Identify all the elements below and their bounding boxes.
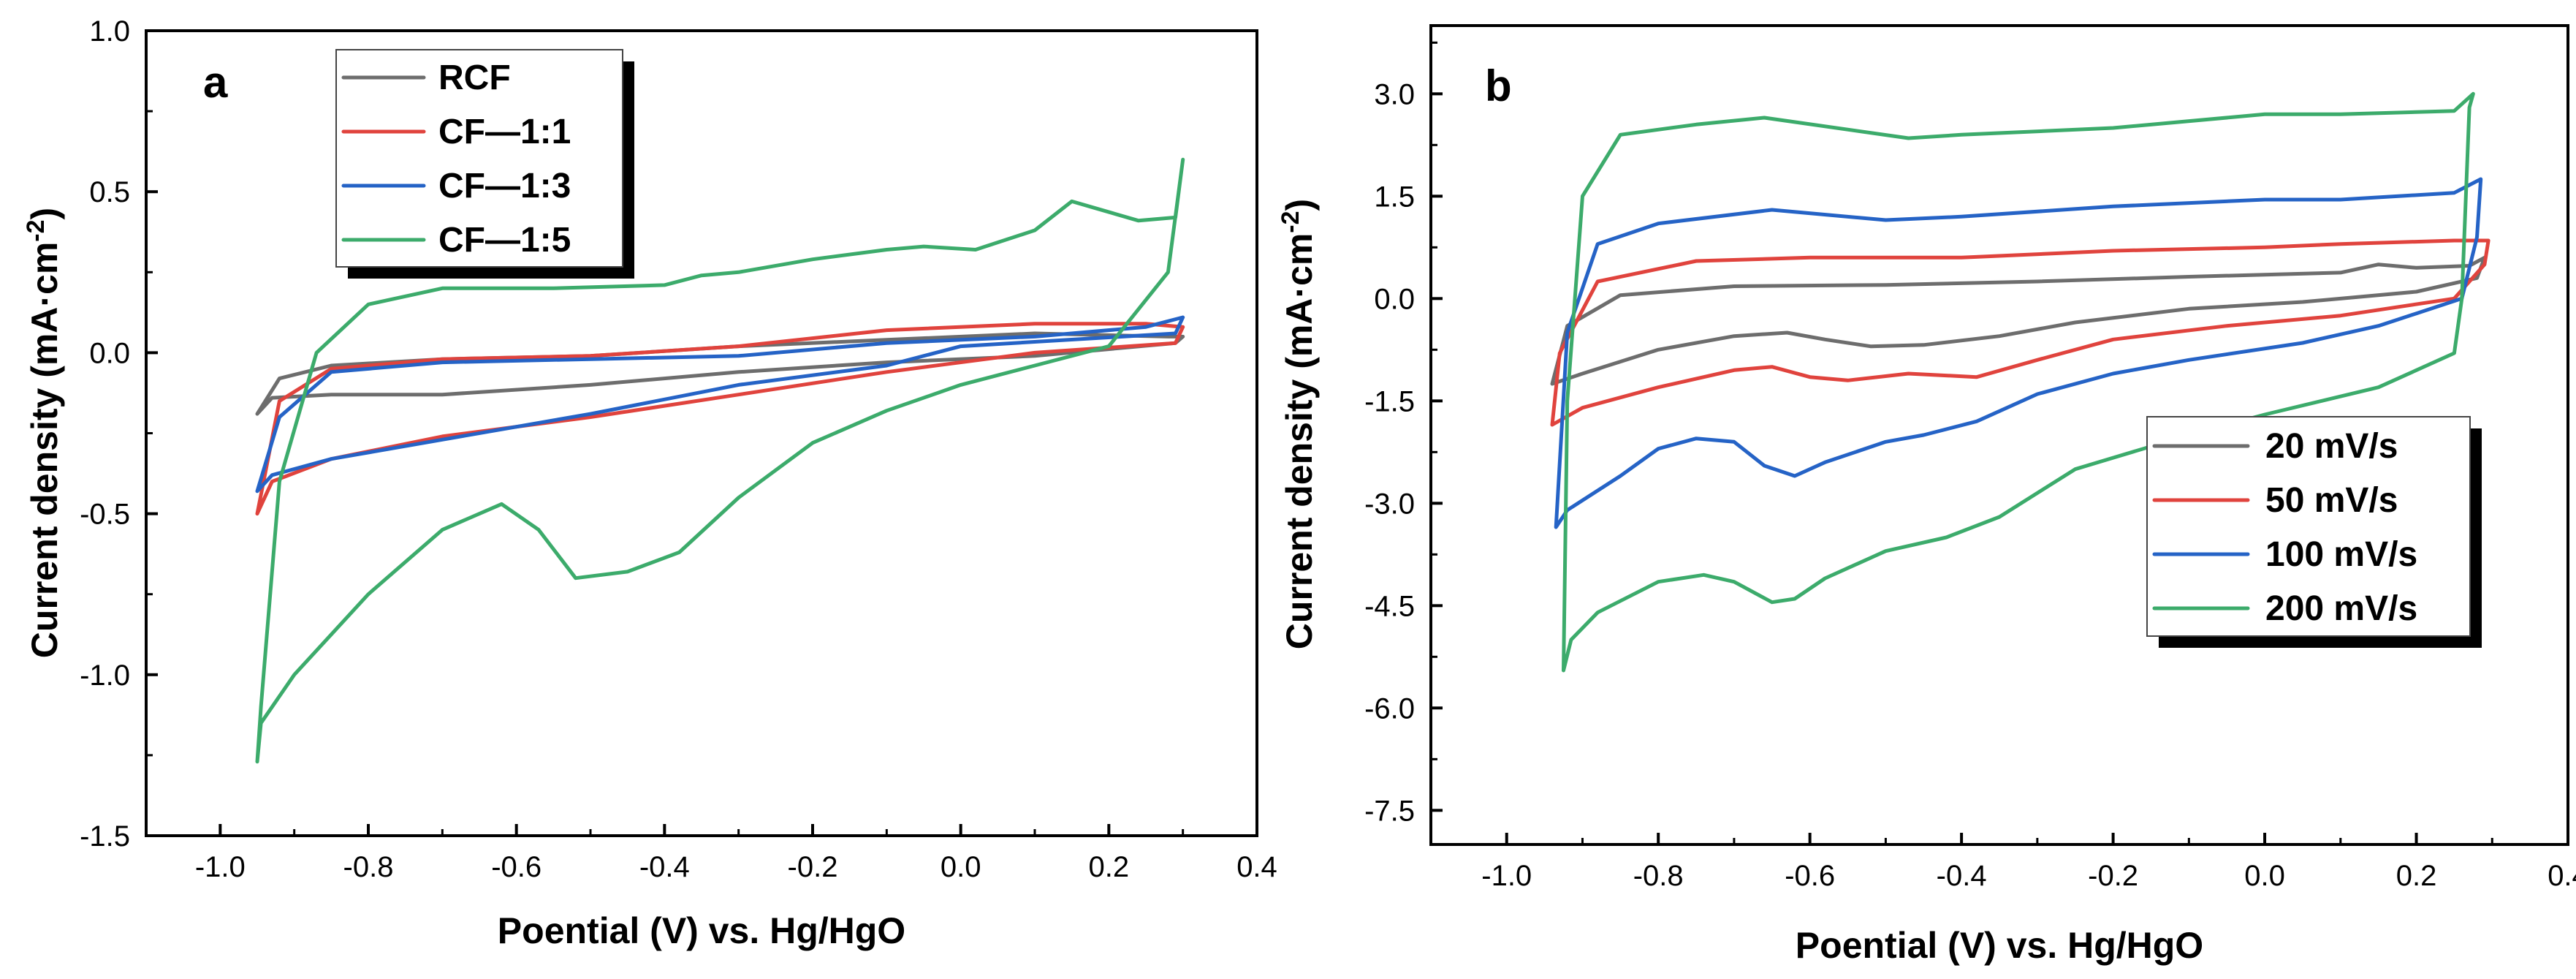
- panel-label-a: a: [203, 58, 228, 107]
- y-tick-label: -0.5: [80, 499, 130, 531]
- x-tick-label: 0.0: [2244, 860, 2285, 892]
- x-tick-label: 0.0: [941, 851, 981, 883]
- y-axis-label-a: Current density (mA·cm-2): [22, 208, 65, 658]
- curves-a: [255, 157, 1185, 764]
- legend-a-label-3: CF—1:5: [438, 221, 571, 260]
- y-axis-label-b-sup: -2: [1277, 211, 1304, 233]
- x-axis-label-a: Poential (V) vs. Hg/HgO: [498, 910, 905, 951]
- y-tick-label: 0.0: [89, 337, 130, 369]
- series-line-200-mv-s: [1562, 91, 2475, 673]
- series-line-50-mv-s: [1550, 238, 2490, 427]
- chart-panel-b: -1.0 -0.8 -0.6 -0.4 -0.2 0.0 0.2 0.4 -7.5 -6.0 -4.…: [1277, 24, 2576, 966]
- legend-a: RCF CF—1:1 CF—1:3 CF—1:5: [335, 49, 634, 279]
- curves-b: [1550, 91, 2490, 673]
- x-tick-label: 0.4: [1236, 851, 1277, 883]
- y-tick-label: -3.0: [1364, 488, 1415, 520]
- series-line-100-mv-s: [1554, 177, 2483, 529]
- y-tick-label: 1.5: [1374, 181, 1415, 213]
- x-tick-label: -0.2: [2088, 860, 2138, 892]
- y-tick-label: -7.5: [1364, 795, 1415, 827]
- series-line-20-mv-s: [1550, 255, 2487, 386]
- x-tick-label: -0.4: [1937, 860, 1987, 892]
- y-axis-label-a-close: ): [24, 208, 65, 220]
- legend-a-label-0: RCF: [438, 58, 511, 97]
- series-line-cf-1-1: [255, 322, 1185, 516]
- y-tick-label: 1.0: [89, 15, 130, 48]
- series-line-cf-1-3: [255, 315, 1185, 494]
- legend-b: 20 mV/s 50 mV/s 100 mV/s 200 mV/s: [2146, 416, 2482, 648]
- chart-panel-a: -1.0 -0.8 -0.6 -0.4 -0.2 0.0 0.2 0.4 -1.5 -1.0 -0.…: [22, 15, 1277, 951]
- x-tick-label: -0.4: [639, 851, 690, 883]
- y-axis-label-b: Current density (mA·cm-2): [1277, 199, 1320, 649]
- legend-a-label-1: CF—1:1: [438, 113, 571, 151]
- y-tick-label: -6.0: [1364, 692, 1415, 725]
- y-tick-label: -4.5: [1364, 590, 1415, 622]
- legend-a-label-2: CF—1:3: [438, 167, 571, 205]
- y-tick-label: -1.5: [80, 820, 130, 853]
- ticks-b: -1.0 -0.8 -0.6 -0.4 -0.2 0.0 0.2 0.4 -7.5 -6.0 -4.…: [1364, 41, 2576, 892]
- panel-label-b: b: [1485, 61, 1512, 110]
- x-tick-label: -1.0: [195, 851, 246, 883]
- series-line-cf-1-5: [255, 157, 1185, 764]
- x-tick-label: -0.6: [491, 851, 542, 883]
- y-tick-label: 0.5: [89, 176, 130, 208]
- x-tick-label: 0.2: [2396, 860, 2437, 892]
- x-tick-label: -0.2: [788, 851, 838, 883]
- plot-frame-a: [145, 29, 1258, 837]
- y-tick-label: -1.5: [1364, 385, 1415, 417]
- y-axis-label-a-sup: -2: [22, 219, 50, 241]
- legend-b-label-2: 100 mV/s: [2265, 535, 2417, 574]
- legend-b-label-3: 200 mV/s: [2265, 589, 2417, 628]
- legend-a-box: [335, 49, 623, 268]
- x-tick-label: 0.2: [1089, 851, 1130, 883]
- x-tick-label: -0.8: [343, 851, 394, 883]
- y-axis-label-a-main: Current density (mA·cm: [24, 242, 65, 659]
- x-tick-label: -1.0: [1481, 860, 1532, 892]
- legend-b-box: [2146, 416, 2471, 637]
- y-axis-label-b-close: ): [1279, 199, 1320, 211]
- ticks-a: -1.0 -0.8 -0.6 -0.4 -0.2 0.0 0.2 0.4 -1.5 -1.0 -0.…: [80, 15, 1277, 883]
- legend-b-label-1: 50 mV/s: [2265, 481, 2398, 520]
- x-tick-label: 0.4: [2547, 860, 2576, 892]
- y-axis-label-b-main: Current density (mA·cm: [1279, 233, 1320, 650]
- y-tick-label: 0.0: [1374, 283, 1415, 315]
- x-axis-label-b: Poential (V) vs. Hg/HgO: [1796, 925, 2203, 966]
- x-tick-label: -0.6: [1785, 860, 1835, 892]
- series-line-rcf: [255, 331, 1185, 416]
- y-tick-label: -1.0: [80, 659, 130, 692]
- y-tick-label: 3.0: [1374, 78, 1415, 110]
- x-tick-label: -0.8: [1633, 860, 1684, 892]
- plot-frame-b: [1429, 24, 2569, 846]
- legend-b-label-0: 20 mV/s: [2265, 427, 2398, 466]
